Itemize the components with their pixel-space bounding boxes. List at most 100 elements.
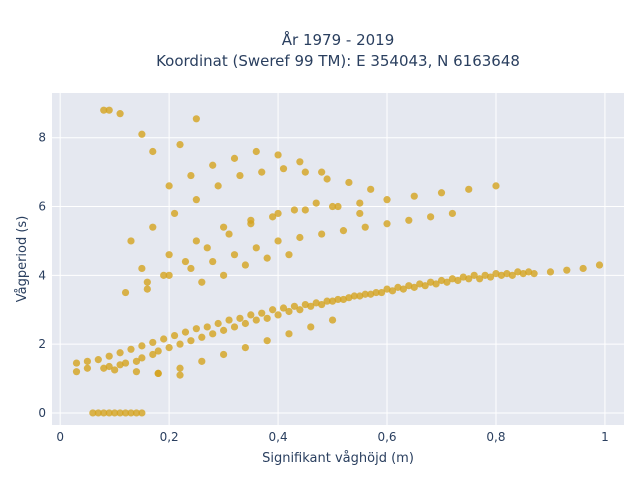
data-point	[388, 287, 397, 295]
data-point	[290, 302, 299, 310]
data-point	[486, 273, 495, 281]
data-point	[72, 368, 81, 376]
data-point	[247, 311, 255, 319]
data-point	[339, 227, 348, 235]
data-point	[263, 254, 271, 262]
y-tick-label: 2	[38, 337, 46, 351]
data-point	[83, 357, 92, 365]
data-point	[279, 304, 288, 312]
data-point	[198, 278, 206, 286]
data-point	[187, 337, 195, 345]
data-point	[143, 278, 151, 286]
data-point	[312, 299, 320, 307]
data-point	[149, 338, 157, 347]
data-point	[192, 196, 200, 204]
data-point	[437, 276, 446, 285]
data-point	[312, 199, 320, 207]
data-point	[203, 244, 211, 252]
data-point	[410, 192, 418, 200]
data-point	[481, 271, 489, 279]
data-point	[105, 362, 113, 371]
data-point	[383, 220, 391, 228]
data-point	[394, 283, 402, 291]
data-point	[241, 319, 249, 328]
data-point	[318, 168, 326, 176]
data-point	[252, 147, 260, 156]
data-point	[269, 213, 277, 221]
data-point	[149, 350, 157, 359]
data-point	[165, 343, 173, 352]
x-tick-label: 0,6	[377, 430, 396, 444]
data-point	[459, 273, 467, 281]
data-point	[192, 115, 200, 123]
data-point	[399, 285, 407, 293]
data-point	[138, 409, 146, 417]
data-point	[269, 306, 277, 314]
data-point	[209, 257, 217, 266]
data-point	[247, 220, 255, 228]
data-point	[307, 302, 315, 310]
y-tick-label: 8	[38, 131, 46, 145]
data-point	[176, 364, 184, 372]
data-point	[296, 233, 304, 242]
data-point	[508, 271, 516, 279]
data-point	[427, 213, 435, 221]
data-point	[121, 288, 130, 297]
data-point	[220, 271, 228, 279]
data-point	[361, 290, 369, 298]
data-point	[236, 171, 244, 180]
data-point	[138, 264, 146, 273]
data-point	[328, 297, 337, 305]
data-point	[296, 158, 304, 166]
data-point	[121, 359, 130, 367]
data-point	[356, 209, 364, 218]
plot-area	[52, 93, 624, 425]
data-point	[241, 261, 249, 269]
data-point	[176, 371, 184, 379]
data-point	[454, 276, 462, 285]
data-point	[149, 223, 157, 231]
data-point	[274, 209, 282, 218]
data-point	[203, 323, 211, 331]
data-point	[361, 223, 369, 231]
chart-title-line2: Koordinat (Sweref 99 TM): E 354043, N 61…	[156, 52, 520, 70]
data-point	[318, 230, 326, 238]
data-point	[301, 300, 309, 309]
data-point	[595, 261, 604, 269]
data-point	[165, 182, 173, 190]
data-point	[138, 354, 146, 362]
data-point	[416, 280, 424, 288]
data-point	[367, 185, 375, 193]
data-point	[263, 314, 271, 322]
x-tick-label: 1	[601, 430, 609, 444]
data-point	[100, 364, 108, 372]
data-point	[383, 196, 391, 204]
data-point	[198, 357, 206, 365]
data-point	[279, 165, 288, 173]
data-point	[143, 285, 151, 293]
data-point	[356, 199, 364, 207]
data-point	[323, 297, 331, 305]
data-points	[72, 106, 604, 417]
data-point	[230, 154, 239, 162]
data-point	[154, 369, 162, 377]
y-tick-label: 6	[38, 200, 46, 214]
data-point	[111, 409, 119, 417]
data-point	[410, 283, 418, 291]
data-point	[72, 359, 81, 367]
data-point	[372, 288, 380, 297]
x-tick-label: 0,4	[269, 430, 288, 444]
data-point	[187, 264, 195, 273]
data-point	[443, 278, 451, 286]
data-point	[350, 292, 358, 300]
data-point	[252, 316, 260, 324]
data-point	[149, 147, 157, 156]
data-point	[127, 345, 135, 353]
data-point	[209, 330, 217, 338]
data-point	[230, 323, 239, 331]
data-point	[285, 307, 293, 316]
data-point	[165, 251, 173, 259]
data-point	[192, 237, 200, 245]
data-point	[274, 311, 282, 319]
